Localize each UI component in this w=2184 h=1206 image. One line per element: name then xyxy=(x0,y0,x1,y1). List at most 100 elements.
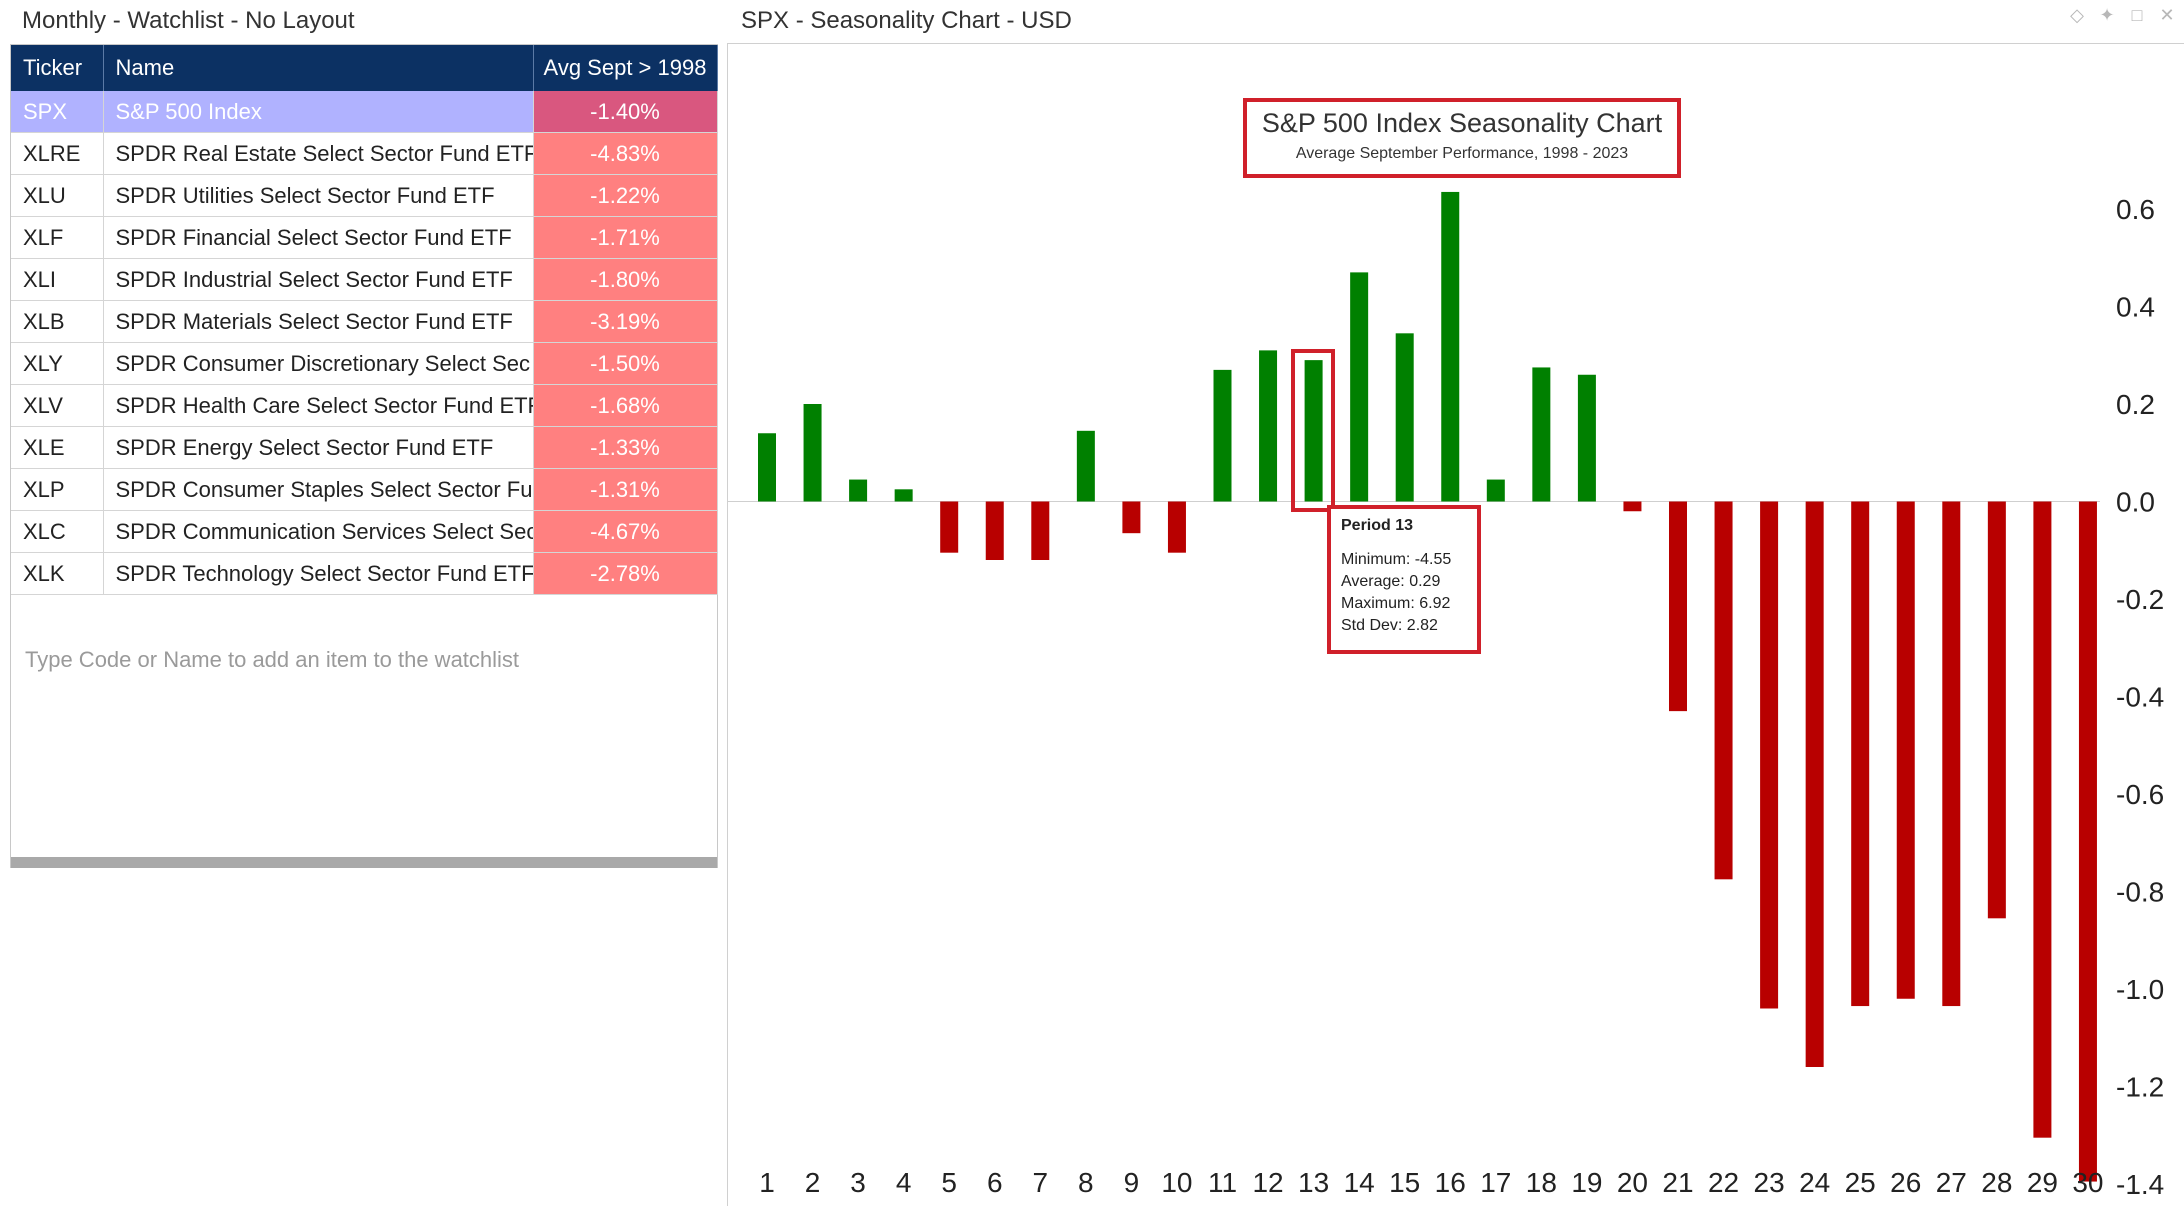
bar-period-5[interactable] xyxy=(940,501,959,553)
column-header-name[interactable]: Name xyxy=(103,45,534,91)
x-tick-label: 4 xyxy=(896,1167,912,1198)
bar-period-22[interactable] xyxy=(1714,501,1733,880)
seasonality-chart[interactable]: 0.6 0.4 0.2 0.0 -0.2 -0.4 -0.6 -0.8 -1.0 -1.2 -1.4… xyxy=(728,44,2184,1206)
watchlist-row-xlk[interactable]: XLK SPDR Technology Select Sector Fund ET… xyxy=(11,552,718,595)
bar-period-28[interactable] xyxy=(1987,501,2006,919)
diamond-icon[interactable]: ◇ xyxy=(2070,5,2084,25)
avg-sept-cell: -1.71% xyxy=(533,216,718,259)
x-tick-label: 19 xyxy=(1571,1167,1602,1198)
window-controls: ◇ ✦ □ ✕ xyxy=(2068,6,2176,24)
bar-period-3[interactable] xyxy=(849,479,868,502)
bar-period-20[interactable] xyxy=(1623,501,1642,512)
bar-period-29[interactable] xyxy=(2033,501,2052,1138)
column-header-ticker[interactable]: Ticker xyxy=(11,45,104,91)
ticker-cell: XLF xyxy=(11,216,104,259)
bar-period-15[interactable] xyxy=(1395,333,1414,502)
y-tick-label: -1.4 xyxy=(2116,1169,2164,1200)
column-header-avg-sept[interactable]: Avg Sept > 1998 xyxy=(533,45,718,91)
x-tick-label: 15 xyxy=(1389,1167,1420,1198)
bar-period-6[interactable] xyxy=(985,501,1004,561)
highlighted-bar-box xyxy=(1291,349,1335,512)
chart-subtitle: Average September Performance, 1998 - 20… xyxy=(1295,145,1629,162)
x-tick-label: 24 xyxy=(1799,1167,1830,1198)
bar-period-26[interactable] xyxy=(1896,501,1915,999)
bar-tooltip: Period 13 Minimum: -4.55 Average: 0.29 M… xyxy=(1327,505,1481,654)
name-cell: SPDR Consumer Discretionary Select Sec xyxy=(103,342,534,385)
avg-sept-cell: -4.67% xyxy=(533,510,718,553)
bar-period-12[interactable] xyxy=(1259,350,1278,502)
y-tick-label: 0.4 xyxy=(2116,292,2155,323)
watchlist-row-xlf[interactable]: XLF SPDR Financial Select Sector Fund ETF… xyxy=(11,216,718,259)
watchlist-row-xlb[interactable]: XLB SPDR Materials Select Sector Fund ETF… xyxy=(11,300,718,343)
watchlist-row-xlp[interactable]: XLP SPDR Consumer Staples Select Sector F… xyxy=(11,468,718,511)
chart-panel-title: SPX - Seasonality Chart - USD xyxy=(741,7,1072,34)
name-cell: SPDR Health Care Select Sector Fund ETF xyxy=(103,384,534,427)
watchlist-row-spx[interactable]: SPX S&P 500 Index -1.40% xyxy=(11,91,718,133)
name-cell: SPDR Utilities Select Sector Fund ETF xyxy=(103,174,534,217)
name-cell: SPDR Energy Select Sector Fund ETF xyxy=(103,426,534,469)
bar-period-30[interactable] xyxy=(2078,501,2097,1182)
add-item-input[interactable] xyxy=(11,639,715,681)
watchlist-title: Monthly - Watchlist - No Layout xyxy=(22,7,355,34)
chart-title-box: S&P 500 Index Seasonality Chart Average … xyxy=(1243,98,1681,178)
x-tick-label: 18 xyxy=(1526,1167,1557,1198)
x-tick-label: 16 xyxy=(1435,1167,1466,1198)
avg-sept-cell: -4.83% xyxy=(533,132,718,175)
x-tick-label: 21 xyxy=(1662,1167,1693,1198)
watchlist-row-xlu[interactable]: XLU SPDR Utilities Select Sector Fund ETF… xyxy=(11,174,718,217)
avg-sept-cell: -1.80% xyxy=(533,258,718,301)
bar-period-19[interactable] xyxy=(1577,374,1596,502)
y-tick-label: 0.6 xyxy=(2116,194,2155,225)
ticker-cell: XLC xyxy=(11,510,104,553)
name-cell: SPDR Materials Select Sector Fund ETF xyxy=(103,300,534,343)
watchlist-panel: Monthly - Watchlist - No Layout Ticker N… xyxy=(0,0,723,1206)
y-tick-label: 0.0 xyxy=(2116,487,2155,518)
y-tick-label: -0.4 xyxy=(2116,682,2164,713)
x-tick-label: 11 xyxy=(1208,1167,1237,1198)
x-tick-label: 29 xyxy=(2027,1167,2058,1198)
x-tick-label: 17 xyxy=(1480,1167,1511,1198)
watchlist-header-row: Ticker Name Avg Sept > 1998 xyxy=(11,45,718,91)
ticker-cell: XLK xyxy=(11,552,104,595)
y-tick-label: -0.2 xyxy=(2116,584,2164,615)
horizontal-scrollbar[interactable] xyxy=(11,857,717,868)
avg-sept-cell: -1.31% xyxy=(533,468,718,511)
watchlist-row-xly[interactable]: XLY SPDR Consumer Discretionary Select Se… xyxy=(11,342,718,385)
tooltip-average: Average: 0.29 xyxy=(1341,573,1441,590)
avg-sept-cell: -1.22% xyxy=(533,174,718,217)
watchlist-row-xli[interactable]: XLI SPDR Industrial Select Sector Fund ET… xyxy=(11,258,718,301)
bar-period-16[interactable] xyxy=(1441,191,1460,502)
x-tick-label: 3 xyxy=(850,1167,866,1198)
bar-period-18[interactable] xyxy=(1532,367,1551,502)
bar-period-17[interactable] xyxy=(1486,479,1505,502)
bar-period-14[interactable] xyxy=(1350,272,1369,502)
close-icon[interactable]: ✕ xyxy=(2159,5,2175,25)
bar-period-23[interactable] xyxy=(1760,501,1779,1009)
bar-period-11[interactable] xyxy=(1213,369,1232,502)
watchlist-row-xle[interactable]: XLE SPDR Energy Select Sector Fund ETF -1.… xyxy=(11,426,718,469)
bar-period-10[interactable] xyxy=(1167,501,1186,553)
bar-period-7[interactable] xyxy=(1031,501,1050,561)
bar-period-25[interactable] xyxy=(1851,501,1870,1007)
bar-period-4[interactable] xyxy=(894,489,913,502)
x-tick-label: 13 xyxy=(1298,1167,1329,1198)
bar-period-21[interactable] xyxy=(1669,501,1687,712)
watchlist-row-xlc[interactable]: XLC SPDR Communication Services Select Se… xyxy=(11,510,718,553)
watchlist-row-xlv[interactable]: XLV SPDR Health Care Select Sector Fund E… xyxy=(11,384,718,427)
watchlist-row-xlre[interactable]: XLRE SPDR Real Estate Select Sector Fund … xyxy=(11,132,718,175)
y-tick-label: 0.2 xyxy=(2116,389,2155,420)
bar-period-9[interactable] xyxy=(1122,501,1141,534)
pin-icon[interactable]: ✦ xyxy=(2099,5,2115,25)
bar-period-8[interactable] xyxy=(1076,430,1095,502)
bar-period-24[interactable] xyxy=(1805,501,1824,1068)
x-tick-label: 1 xyxy=(759,1167,775,1198)
bar-period-2[interactable] xyxy=(803,404,822,502)
bar-period-27[interactable] xyxy=(1942,501,1961,1007)
name-cell: SPDR Industrial Select Sector Fund ETF xyxy=(103,258,534,301)
x-tick-label: 20 xyxy=(1617,1167,1648,1198)
bar-period-1[interactable] xyxy=(758,433,776,502)
bar-period-13[interactable] xyxy=(1304,360,1323,502)
ticker-cell: XLU xyxy=(11,174,104,217)
chart-area[interactable]: 0.6 0.4 0.2 0.0 -0.2 -0.4 -0.6 -0.8 -1.0 -1.2 -1.4… xyxy=(727,43,2184,1206)
maximize-icon[interactable]: □ xyxy=(2131,5,2143,25)
